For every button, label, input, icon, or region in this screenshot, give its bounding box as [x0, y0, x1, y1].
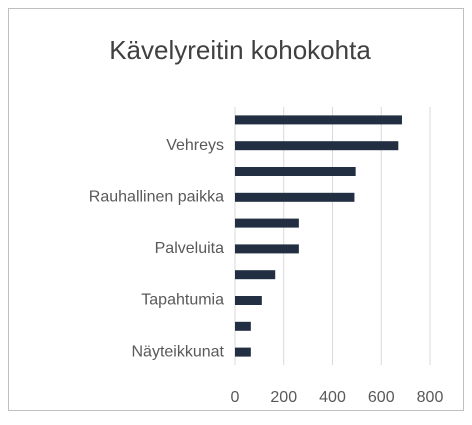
chart-title: Kävelyreitin kohokohta	[109, 35, 371, 65]
bar	[235, 296, 262, 305]
bar	[235, 192, 355, 202]
bar	[235, 115, 402, 125]
bar	[235, 347, 251, 357]
x-tick-label: 0	[231, 389, 240, 406]
x-tick-label: 600	[368, 389, 395, 406]
x-tick-label: 400	[319, 389, 346, 406]
bar	[235, 141, 399, 151]
bar	[235, 321, 251, 331]
bar	[235, 270, 276, 280]
y-tick-label: Näyteikkunat	[132, 343, 225, 360]
bar	[235, 167, 356, 176]
chart-border	[8, 8, 464, 411]
y-tick-label: Vehreys	[166, 137, 224, 154]
bar	[235, 244, 299, 254]
y-tick-label: Rauhallinen paikka	[89, 189, 224, 206]
x-tick-label: 800	[417, 389, 444, 406]
x-tick-label: 200	[270, 389, 297, 406]
bar	[235, 218, 299, 228]
y-tick-label: Palveluita	[155, 240, 224, 257]
y-tick-label: Tapahtumia	[141, 292, 224, 309]
